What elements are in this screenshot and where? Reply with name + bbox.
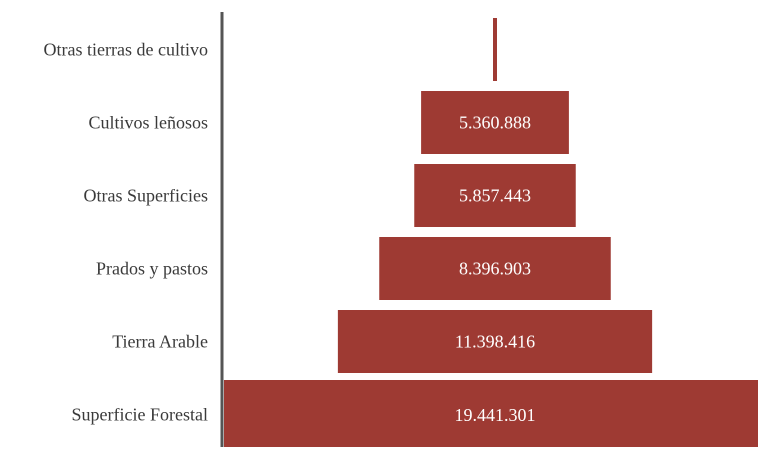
funnel-bar xyxy=(414,164,576,227)
funnel-bar xyxy=(224,380,758,447)
data-label: 19.441.301 xyxy=(455,405,536,425)
category-label: Otras Superficies xyxy=(84,186,208,206)
funnel-bar xyxy=(421,91,569,154)
data-labels: 5.360.888 5.857.443 8.396.903 11.398.416 19.… xyxy=(455,113,536,426)
funnel-bar xyxy=(493,18,497,81)
category-label: Otras tierras de cultivo xyxy=(44,40,208,60)
funnel-bars xyxy=(224,18,758,447)
category-label: Tierra Arable xyxy=(112,332,208,352)
data-label: 11.398.416 xyxy=(455,332,535,352)
funnel-bar xyxy=(337,310,653,373)
category-label: Superficie Forestal xyxy=(72,405,208,425)
data-label: 8.396.903 xyxy=(459,259,531,279)
category-labels: Otras tierras de cultivo Cultivos leñosos… xyxy=(44,40,208,425)
data-label: 5.857.443 xyxy=(459,186,531,206)
category-label: Prados y pastos xyxy=(96,259,208,279)
funnel-bar xyxy=(379,237,611,300)
category-label: Cultivos leñosos xyxy=(88,113,208,133)
data-label: 5.360.888 xyxy=(459,113,531,133)
